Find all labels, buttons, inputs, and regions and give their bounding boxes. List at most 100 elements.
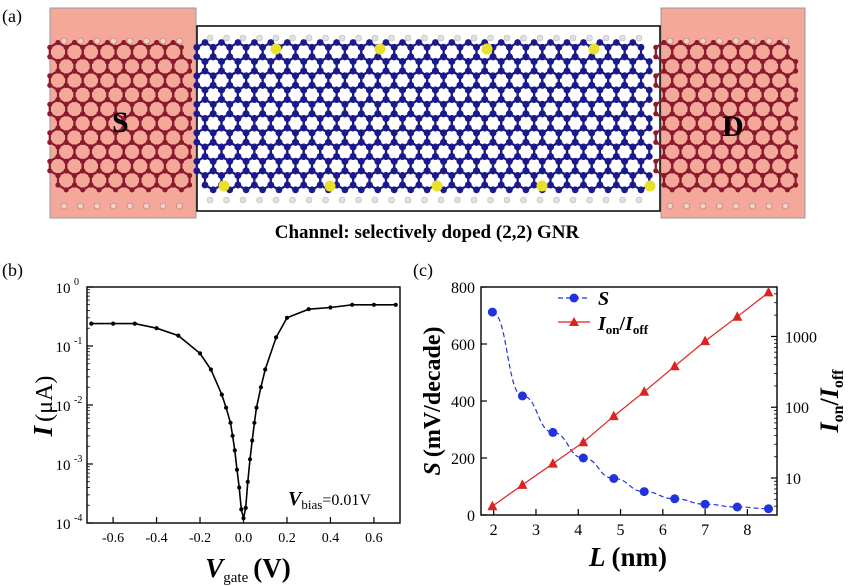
lattice-atom [390, 53, 398, 61]
lattice-atom [784, 101, 791, 107]
dopant-atom [431, 180, 443, 192]
lattice-atom [423, 100, 431, 108]
lattice-atom [209, 186, 217, 194]
lattice-atom [522, 72, 530, 80]
hydrogen-atom [487, 34, 494, 42]
hydrogen-atom [586, 196, 593, 204]
lattice-atom [201, 115, 209, 122]
lattice-atom [719, 111, 725, 117]
lattice-atom [234, 96, 242, 103]
lattice-atom [121, 125, 127, 131]
lattice-atom [464, 115, 472, 122]
lattice-atom [104, 115, 110, 122]
lattice-atom [218, 86, 225, 94]
hydrogen-atom [619, 34, 626, 42]
lattice-atom [178, 101, 184, 107]
lattice-atom [776, 58, 782, 65]
lattice-atom [201, 39, 209, 46]
lattice-atom [162, 54, 168, 60]
lattice-atom [751, 54, 758, 60]
dopant-atom [481, 43, 493, 55]
lattice-atom [751, 168, 758, 174]
hydrogen-atom [371, 34, 379, 42]
lattice-atom [283, 181, 291, 189]
lattice-atom [325, 110, 332, 118]
legend-i-off: I [624, 313, 634, 335]
lattice-atom [621, 129, 628, 137]
lattice-atom [349, 153, 357, 160]
lattice-atom [522, 81, 530, 89]
lattice-atom [259, 81, 266, 89]
y-right-tick-label: 100 [785, 400, 809, 417]
lattice-atom [308, 186, 316, 194]
lattice-atom [661, 153, 667, 160]
lattice-atom [366, 172, 373, 179]
lattice-atom [456, 157, 464, 165]
lattice-atom [325, 72, 332, 80]
lattice-atom [113, 187, 119, 193]
lattice-atom [55, 115, 61, 122]
lattice-atom [464, 124, 472, 132]
legend-s-marker [569, 293, 579, 303]
lattice-atom [473, 81, 480, 89]
lattice-atom [423, 43, 431, 51]
lattice-atom [580, 115, 587, 122]
lattice-atom [653, 73, 659, 79]
lattice-atom [481, 153, 489, 160]
lattice-atom [292, 157, 299, 165]
plot-c-legend: S Ion/Ioff [558, 288, 649, 337]
plot-b-ylabel-main: I [28, 424, 58, 437]
lattice-atom [382, 153, 390, 160]
lattice-atom [588, 186, 596, 194]
lattice-atom [209, 43, 217, 51]
lattice-atom [275, 100, 283, 108]
lattice-atom [234, 124, 242, 132]
lattice-atom [588, 110, 596, 118]
lattice-atom [121, 144, 127, 150]
s-point [764, 504, 773, 514]
lattice-atom [283, 172, 291, 179]
lattice-atom [187, 115, 193, 122]
ratio-point [547, 458, 558, 468]
lattice-atom [259, 186, 266, 194]
lattice-atom [209, 81, 217, 89]
lattice-atom [226, 138, 234, 146]
lattice-atom [448, 39, 456, 46]
lattice-atom [473, 110, 480, 118]
lattice-atom [390, 157, 398, 165]
hydrogen-atom [683, 37, 690, 45]
lattice-atom [555, 110, 563, 118]
lattice-atom [571, 72, 579, 80]
lattice-atom [677, 87, 684, 93]
lattice-atom [382, 143, 390, 151]
hydrogen-atom [338, 34, 346, 42]
lattice-atom [234, 115, 242, 122]
lattice-atom [506, 81, 513, 89]
lattice-atom [473, 157, 480, 165]
lattice-atom [88, 182, 94, 188]
lattice-atom [193, 157, 201, 165]
lattice-atom [382, 124, 390, 132]
lattice-atom [201, 58, 209, 65]
lattice-atom [341, 53, 349, 61]
ratio-point [487, 500, 498, 511]
lattice-atom [333, 67, 340, 75]
hydrogen-atom [765, 202, 773, 210]
lattice-atom [530, 115, 538, 122]
lattice-atom [71, 172, 78, 179]
hydrogen-atom [749, 37, 756, 45]
lattice-atom [506, 157, 513, 165]
lattice-atom [580, 181, 587, 189]
lattice-atom [571, 110, 579, 118]
plot-b-xlabel-main: V [205, 553, 225, 583]
lattice-atom [316, 115, 324, 122]
lattice-atom [432, 96, 439, 103]
lattice-atom [661, 96, 667, 103]
lattice-atom [382, 58, 390, 65]
lattice-atom [154, 96, 160, 103]
lattice-atom [677, 144, 684, 150]
lattice-atom [710, 153, 717, 160]
lattice-atom [55, 96, 61, 103]
hydrogen-atom [289, 196, 296, 204]
plot-c-series [487, 286, 774, 514]
